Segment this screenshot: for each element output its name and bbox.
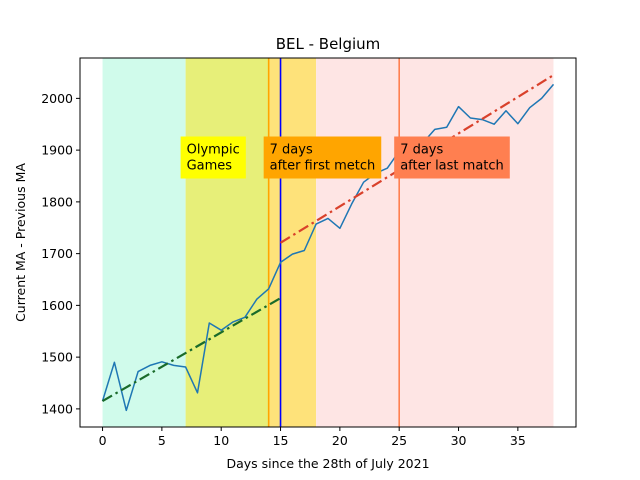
x-axis-ticks: 0 5 10 15 20 25 30 35 <box>99 427 526 448</box>
series-line-1 <box>101 297 282 403</box>
y-tick-label: 1500 <box>41 350 73 365</box>
x-tick-label: 25 <box>391 433 407 448</box>
annotation-box-2 <box>394 136 510 179</box>
y-tick-label: 1800 <box>41 194 73 209</box>
band-1 <box>185 58 269 427</box>
annotation-box-0 <box>180 136 246 179</box>
x-tick-label: 20 <box>332 433 348 448</box>
annotation-text-0-0: Olympic <box>187 143 240 158</box>
annotation-text-2-1: after last match <box>400 159 504 174</box>
band-0 <box>102 58 186 427</box>
x-tick-label: 15 <box>273 433 289 448</box>
shaded-bands <box>102 58 554 427</box>
plot-frame <box>79 57 577 428</box>
x-tick-label: 35 <box>510 433 526 448</box>
annotation-text-0-1: Games <box>187 159 233 174</box>
series-line-0 <box>101 83 555 412</box>
x-axis-label: Days since the 28th of July 2021 <box>226 456 429 471</box>
x-tick-label: 30 <box>451 433 467 448</box>
y-tick-label: 1700 <box>41 246 73 261</box>
y-axis-ticks: 1400 1500 1600 1700 1800 1900 2000 <box>41 91 80 416</box>
band-3 <box>316 58 554 427</box>
x-tick-label: 0 <box>99 433 107 448</box>
annotation-box-1 <box>263 136 382 179</box>
annotation-text-1-0: 7 days <box>270 143 313 158</box>
x-tick-label: 5 <box>158 433 166 448</box>
chart-title: BEL - Belgium <box>276 35 381 53</box>
x-tick-label: 10 <box>213 433 229 448</box>
y-tick-label: 2000 <box>41 91 73 106</box>
y-axis-label: Current MA - Previous MA <box>13 163 28 322</box>
annotation-text-2-0: 7 days <box>400 143 443 158</box>
y-tick-label: 1900 <box>41 143 73 158</box>
band-2 <box>268 58 317 427</box>
y-tick-label: 1600 <box>41 298 73 313</box>
annotation-text-1-1: after first metch <box>270 159 376 174</box>
y-tick-label: 1400 <box>41 401 73 416</box>
